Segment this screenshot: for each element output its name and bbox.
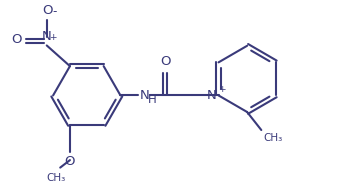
Text: CH₃: CH₃: [46, 173, 65, 183]
Text: O: O: [42, 3, 53, 17]
Text: -: -: [52, 5, 56, 18]
Text: +: +: [49, 33, 57, 42]
Text: O: O: [160, 55, 171, 68]
Text: N: N: [140, 89, 150, 102]
Text: H: H: [147, 94, 156, 106]
Text: O: O: [11, 33, 22, 46]
Text: CH₃: CH₃: [263, 133, 282, 143]
Text: +: +: [218, 85, 225, 94]
Text: N: N: [207, 89, 217, 102]
Text: N: N: [42, 30, 52, 43]
Text: O: O: [65, 155, 75, 168]
